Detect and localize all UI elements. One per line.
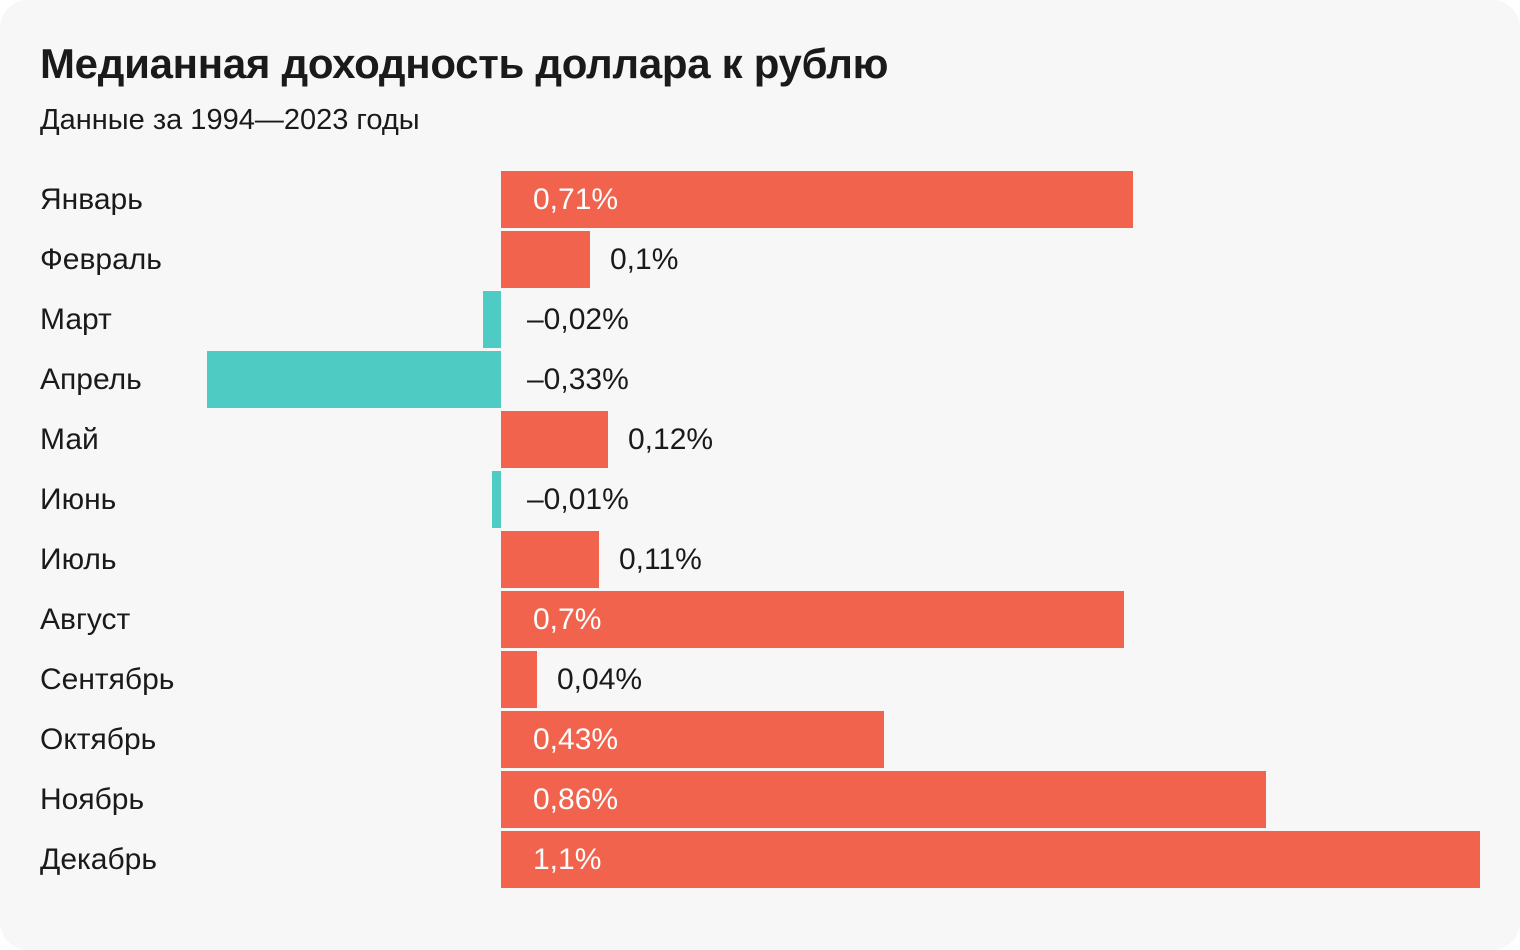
- month-label: Март: [40, 303, 112, 336]
- value-bar: [483, 291, 501, 348]
- value-bar: [501, 771, 1266, 828]
- month-label: Декабрь: [40, 843, 157, 876]
- chart-row: Апрель –0,33%: [0, 351, 1520, 408]
- chart-row: Июль 0,11%: [0, 531, 1520, 588]
- value-bar: [501, 831, 1480, 888]
- value-label: 1,1%: [533, 843, 602, 876]
- month-label: Февраль: [40, 243, 162, 276]
- chart-title: Медианная доходность доллара к рублю: [40, 40, 889, 87]
- value-bar: [501, 591, 1124, 648]
- month-label: Июль: [40, 543, 117, 576]
- chart-row: Июнь –0,01%: [0, 471, 1520, 528]
- value-label: 0,86%: [533, 783, 619, 816]
- month-label: Октябрь: [40, 723, 157, 756]
- value-bar: [501, 651, 537, 708]
- chart-row: Декабрь 1,1%: [0, 831, 1520, 888]
- month-label: Январь: [40, 183, 143, 216]
- chart-row: Январь 0,71%: [0, 171, 1520, 228]
- chart-row: Август 0,7%: [0, 591, 1520, 648]
- value-bar: [501, 411, 608, 468]
- value-bar: [207, 351, 501, 408]
- value-label: –0,01%: [527, 483, 629, 516]
- chart-row: Май 0,12%: [0, 411, 1520, 468]
- month-label: Июнь: [40, 483, 117, 516]
- month-label: Ноябрь: [40, 783, 145, 816]
- value-label: 0,11%: [619, 543, 702, 576]
- chart-row: Март –0,02%: [0, 291, 1520, 348]
- chart-row: Февраль 0,1%: [0, 231, 1520, 288]
- value-label: 0,7%: [533, 603, 602, 636]
- value-label: 0,04%: [557, 663, 643, 696]
- month-label: Апрель: [40, 363, 142, 396]
- chart-row: Октябрь 0,43%: [0, 711, 1520, 768]
- value-label: 0,71%: [533, 183, 619, 216]
- chart-subtitle: Данные за 1994—2023 годы: [40, 104, 420, 136]
- value-bar: [501, 711, 884, 768]
- value-label: –0,02%: [527, 303, 629, 336]
- value-bar: [492, 471, 501, 528]
- value-label: 0,43%: [533, 723, 619, 756]
- month-label: Сентябрь: [40, 663, 175, 696]
- value-bar: [501, 531, 599, 588]
- chart-row: Ноябрь 0,86%: [0, 771, 1520, 828]
- month-label: Август: [40, 603, 131, 636]
- value-label: 0,1%: [610, 243, 679, 276]
- value-label: –0,33%: [527, 363, 629, 396]
- value-bar: [501, 171, 1133, 228]
- value-bar: [501, 231, 590, 288]
- month-label: Май: [40, 423, 99, 456]
- value-label: 0,12%: [628, 423, 714, 456]
- chart-row: Сентябрь 0,04%: [0, 651, 1520, 708]
